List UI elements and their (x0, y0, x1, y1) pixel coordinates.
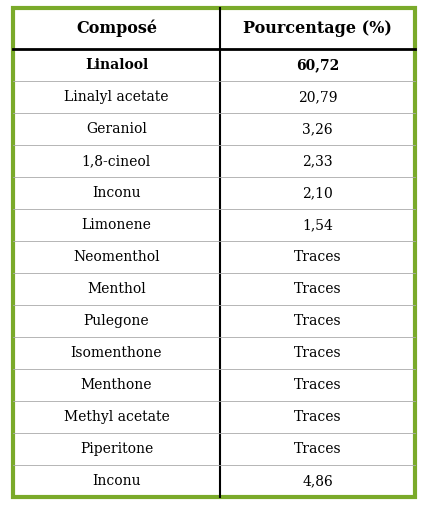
Text: Inconu: Inconu (92, 186, 141, 200)
Text: Menthol: Menthol (87, 282, 146, 296)
Text: Linalool: Linalool (85, 58, 148, 72)
Text: Geraniol: Geraniol (86, 122, 147, 136)
Text: 1,8-cineol: 1,8-cineol (82, 154, 151, 168)
Text: Traces: Traces (294, 314, 342, 328)
Text: Traces: Traces (294, 346, 342, 360)
Text: 1,54: 1,54 (302, 218, 333, 232)
Text: Methyl acetate: Methyl acetate (64, 411, 169, 424)
Text: Inconu: Inconu (92, 474, 141, 488)
Text: Traces: Traces (294, 378, 342, 392)
Text: Traces: Traces (294, 250, 342, 264)
Text: 20,79: 20,79 (298, 90, 337, 104)
Text: Limonene: Limonene (81, 218, 152, 232)
Text: Pourcentage (%): Pourcentage (%) (243, 20, 392, 37)
Text: Composé: Composé (76, 20, 157, 37)
Text: Pulegone: Pulegone (83, 314, 149, 328)
Text: Traces: Traces (294, 411, 342, 424)
Text: Piperitone: Piperitone (80, 442, 153, 457)
Text: 4,86: 4,86 (302, 474, 333, 488)
Text: Linalyl acetate: Linalyl acetate (64, 90, 169, 104)
Text: 60,72: 60,72 (296, 58, 339, 72)
Text: 2,10: 2,10 (302, 186, 333, 200)
Text: Isomenthone: Isomenthone (71, 346, 162, 360)
Text: Traces: Traces (294, 442, 342, 457)
Text: Neomenthol: Neomenthol (73, 250, 160, 264)
Text: Traces: Traces (294, 282, 342, 296)
Text: 2,33: 2,33 (302, 154, 333, 168)
Text: Menthone: Menthone (81, 378, 152, 392)
Text: 3,26: 3,26 (302, 122, 333, 136)
